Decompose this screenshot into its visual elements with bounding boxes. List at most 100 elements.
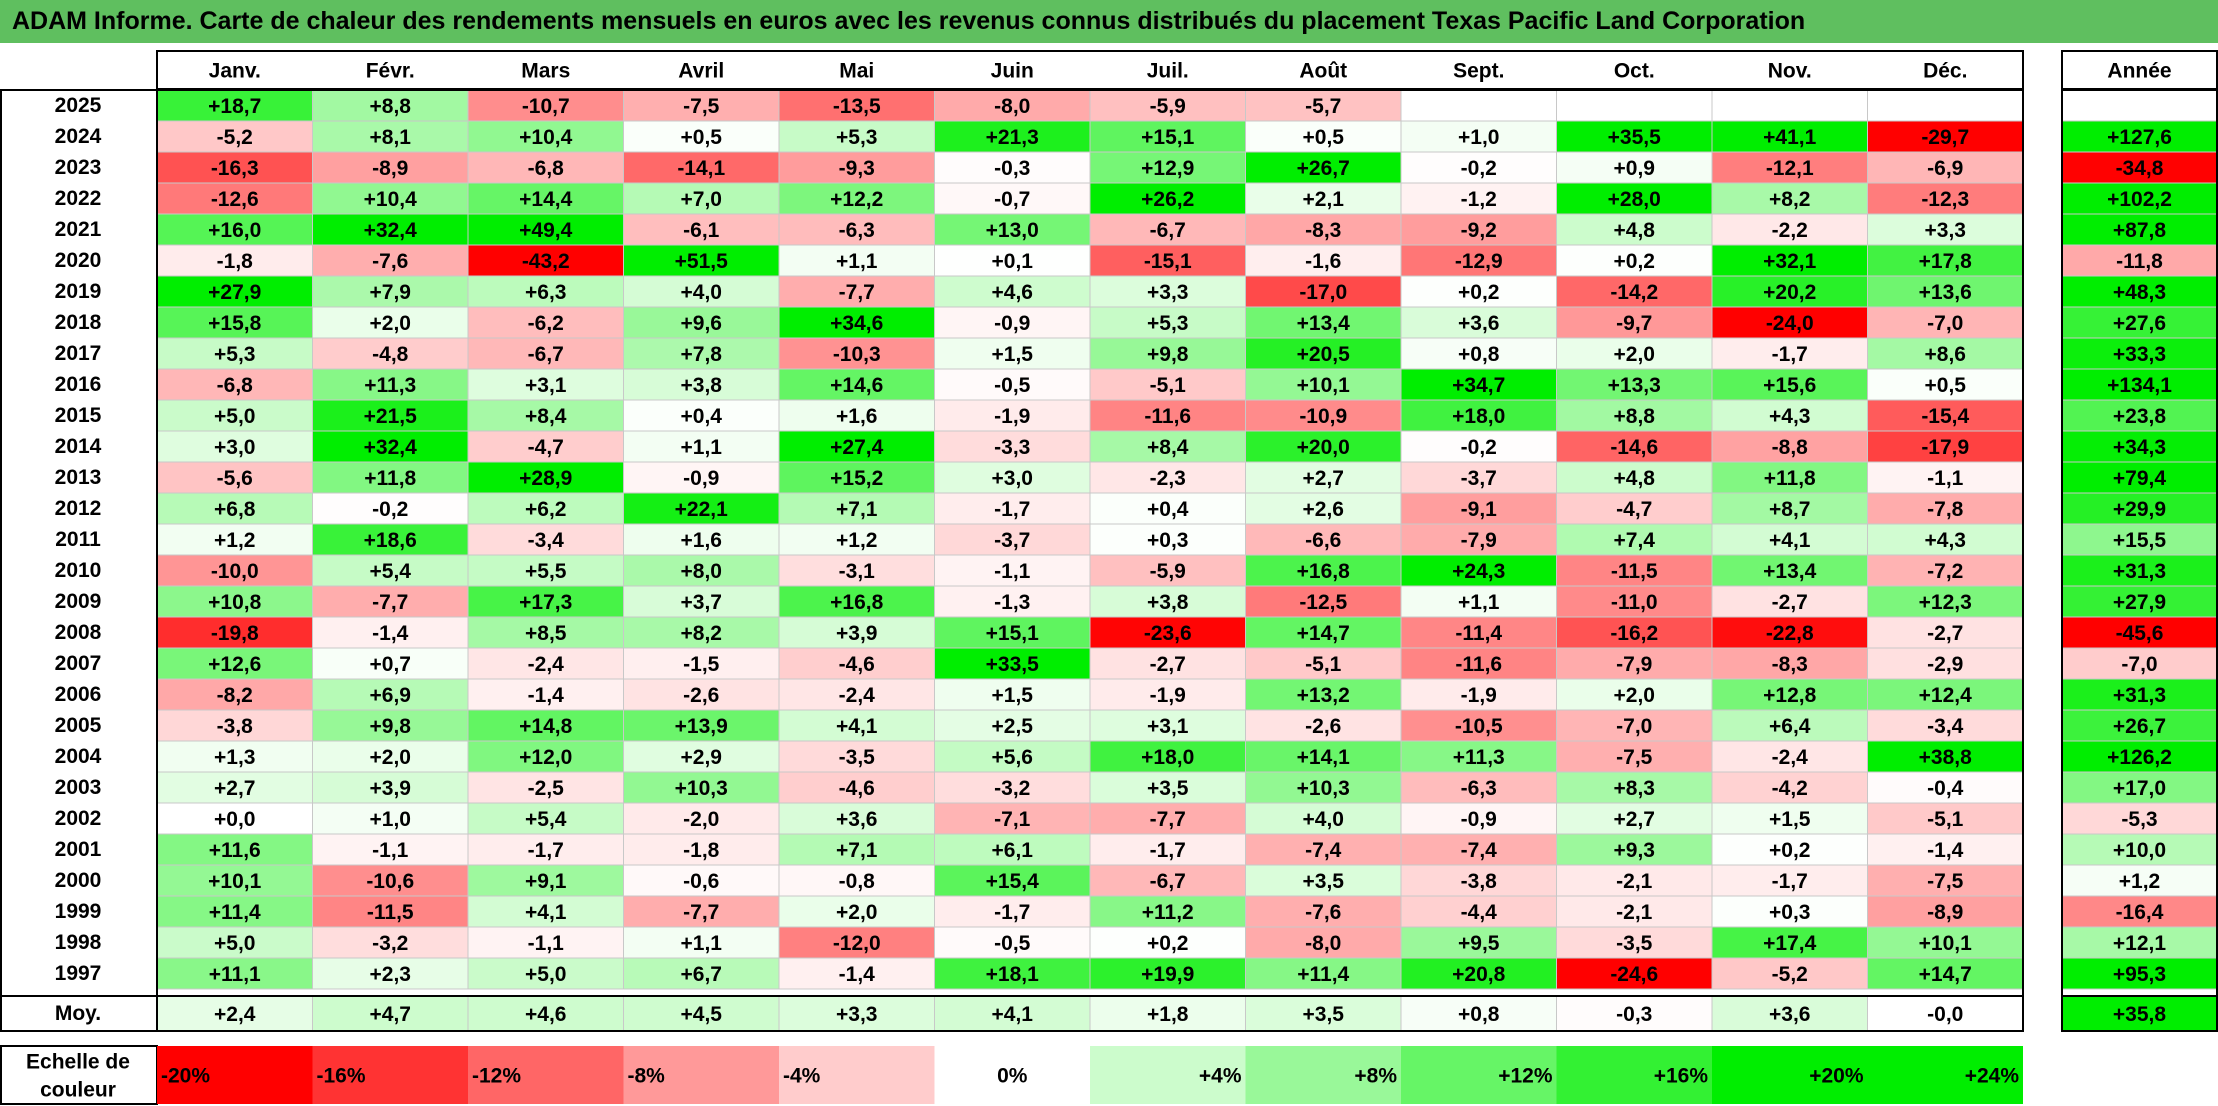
scale-step-label: +8% xyxy=(1354,1065,1397,1088)
heatmap-cell xyxy=(1867,430,2024,463)
heatmap-cell xyxy=(1867,647,2024,680)
year-label: 2008 xyxy=(55,621,102,644)
heatmap-cell xyxy=(778,368,935,401)
cell-value: +9,8 xyxy=(1147,343,1189,366)
cell-value: +10,4 xyxy=(364,188,417,211)
heatmap-cell xyxy=(1089,492,1246,525)
annual-cell xyxy=(2061,616,2218,649)
heatmap-cell xyxy=(312,740,469,773)
month-header: Mars xyxy=(521,60,570,83)
heatmap-cell xyxy=(1556,89,1713,122)
cell-value: -7,1 xyxy=(994,808,1031,831)
heatmap-cell xyxy=(156,306,313,339)
average-cell xyxy=(467,995,624,1032)
cell-value: +1,2 xyxy=(836,529,877,552)
cell-value: +7,8 xyxy=(681,343,723,366)
annual-value: +12,1 xyxy=(2113,932,2166,955)
heatmap-cell xyxy=(312,802,469,835)
heatmap-cell xyxy=(1400,864,1557,897)
heatmap-cell xyxy=(1089,585,1246,618)
cell-value: -3,7 xyxy=(1461,467,1497,490)
cell-value: -1,7 xyxy=(994,901,1030,924)
annual-value: +26,7 xyxy=(2113,715,2166,738)
heatmap-cell xyxy=(1556,275,1713,308)
heatmap-cell xyxy=(1400,523,1557,556)
heatmap-cell xyxy=(1867,399,2024,432)
scale-swatch xyxy=(623,1046,779,1104)
year-label: 2020 xyxy=(55,249,102,272)
cell-value: +7,9 xyxy=(370,281,411,304)
heatmap-cell xyxy=(778,461,935,494)
heatmap-cell xyxy=(934,864,1091,897)
cell-value: -13,5 xyxy=(833,95,881,118)
heatmap-cell xyxy=(1711,647,1868,680)
heatmap-cell xyxy=(1711,151,1868,184)
cell-value: +35,5 xyxy=(1608,126,1661,149)
cell-value: -8,2 xyxy=(217,684,253,707)
cell-value: +17,3 xyxy=(519,591,572,614)
cell-value: +1,0 xyxy=(1458,126,1499,149)
year-label: 2021 xyxy=(55,218,102,241)
heatmap-cell xyxy=(778,678,935,711)
year-label: 2010 xyxy=(55,559,102,582)
average-value: +3,3 xyxy=(836,1003,877,1026)
cell-value: +4,3 xyxy=(1769,405,1810,428)
cell-value: +15,2 xyxy=(830,467,883,490)
heatmap-cell xyxy=(1400,740,1557,773)
month-header: Févr. xyxy=(366,60,415,83)
cell-value: +4,6 xyxy=(992,281,1033,304)
heatmap-cell xyxy=(623,802,780,835)
cell-value: -7,9 xyxy=(1461,529,1497,552)
cell-value: +2,7 xyxy=(1614,808,1655,831)
heatmap-cell xyxy=(1867,802,2024,835)
heatmap-cell xyxy=(467,926,624,959)
cell-value: +17,4 xyxy=(1763,932,1816,955)
cell-value: +1,6 xyxy=(836,405,877,428)
heatmap-cell xyxy=(934,213,1091,246)
heatmap-cell xyxy=(1089,864,1246,897)
year-label: 2003 xyxy=(55,776,102,799)
cell-value: -7,5 xyxy=(1927,870,1964,893)
cell-value: -0,7 xyxy=(994,188,1030,211)
cell-value: -1,9 xyxy=(1461,684,1497,707)
heatmap-cell xyxy=(1089,678,1246,711)
cell-value: +12,4 xyxy=(1919,684,1972,707)
cell-value: -10,0 xyxy=(211,560,259,583)
annual-cell xyxy=(2061,647,2218,680)
heatmap-cell xyxy=(778,89,935,122)
annual-value: -11,8 xyxy=(2116,250,2163,273)
cell-value: +21,3 xyxy=(986,126,1039,149)
scale-step-label: -16% xyxy=(317,1065,366,1088)
cell-value: -8,3 xyxy=(1305,219,1341,242)
heatmap-cell xyxy=(1711,89,1868,122)
cell-value: -24,0 xyxy=(1766,312,1814,335)
heatmap-cell xyxy=(1556,306,1713,339)
cell-value: +12,0 xyxy=(519,746,572,769)
heatmap-cell xyxy=(1089,926,1246,959)
heatmap-cell xyxy=(623,864,780,897)
cell-value: +1,1 xyxy=(1458,591,1500,614)
heatmap-cell xyxy=(156,492,313,525)
cell-value: -11,0 xyxy=(1611,591,1658,614)
heatmap-cell xyxy=(467,461,624,494)
cell-value: +4,1 xyxy=(525,901,567,924)
cell-value: +14,7 xyxy=(1297,622,1350,645)
cell-value: -8,9 xyxy=(1927,901,1963,924)
scale-label-line1: Echelle de xyxy=(26,1051,130,1074)
heatmap-cell xyxy=(1089,833,1246,866)
cell-value: -0,2 xyxy=(1461,157,1497,180)
average-value: +4,5 xyxy=(681,1003,723,1026)
cell-value: +3,6 xyxy=(836,808,877,831)
cell-value: +15,6 xyxy=(1763,374,1816,397)
heatmap-cell xyxy=(934,368,1091,401)
average-value: +1,8 xyxy=(1147,1003,1189,1026)
heatmap-cell xyxy=(1400,647,1557,680)
heatmap-cell xyxy=(1089,337,1246,370)
heatmap-cell xyxy=(1245,368,1402,401)
heatmap-cell xyxy=(156,957,313,990)
heatmap-cell xyxy=(1089,89,1246,122)
annual-cell xyxy=(2061,213,2218,246)
heatmap-cell xyxy=(934,554,1091,587)
cell-value: -6,7 xyxy=(1150,870,1186,893)
year-label: 2009 xyxy=(55,590,102,613)
